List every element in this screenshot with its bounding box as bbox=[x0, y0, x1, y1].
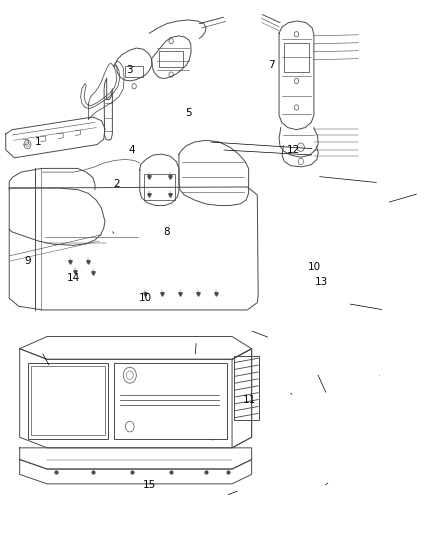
Text: 11: 11 bbox=[243, 395, 256, 405]
Text: 4: 4 bbox=[129, 145, 135, 155]
Text: 13: 13 bbox=[314, 277, 328, 287]
Text: 2: 2 bbox=[113, 179, 120, 189]
Text: 7: 7 bbox=[268, 60, 275, 70]
Text: 3: 3 bbox=[127, 66, 133, 75]
Text: 5: 5 bbox=[185, 108, 192, 118]
Text: 9: 9 bbox=[24, 256, 31, 266]
Text: 10: 10 bbox=[308, 262, 321, 271]
Text: 15: 15 bbox=[143, 480, 156, 490]
Text: 1: 1 bbox=[35, 137, 42, 147]
Text: 14: 14 bbox=[67, 273, 80, 283]
Text: 10: 10 bbox=[138, 293, 152, 303]
Text: 8: 8 bbox=[163, 227, 170, 237]
Text: 12: 12 bbox=[286, 145, 300, 155]
